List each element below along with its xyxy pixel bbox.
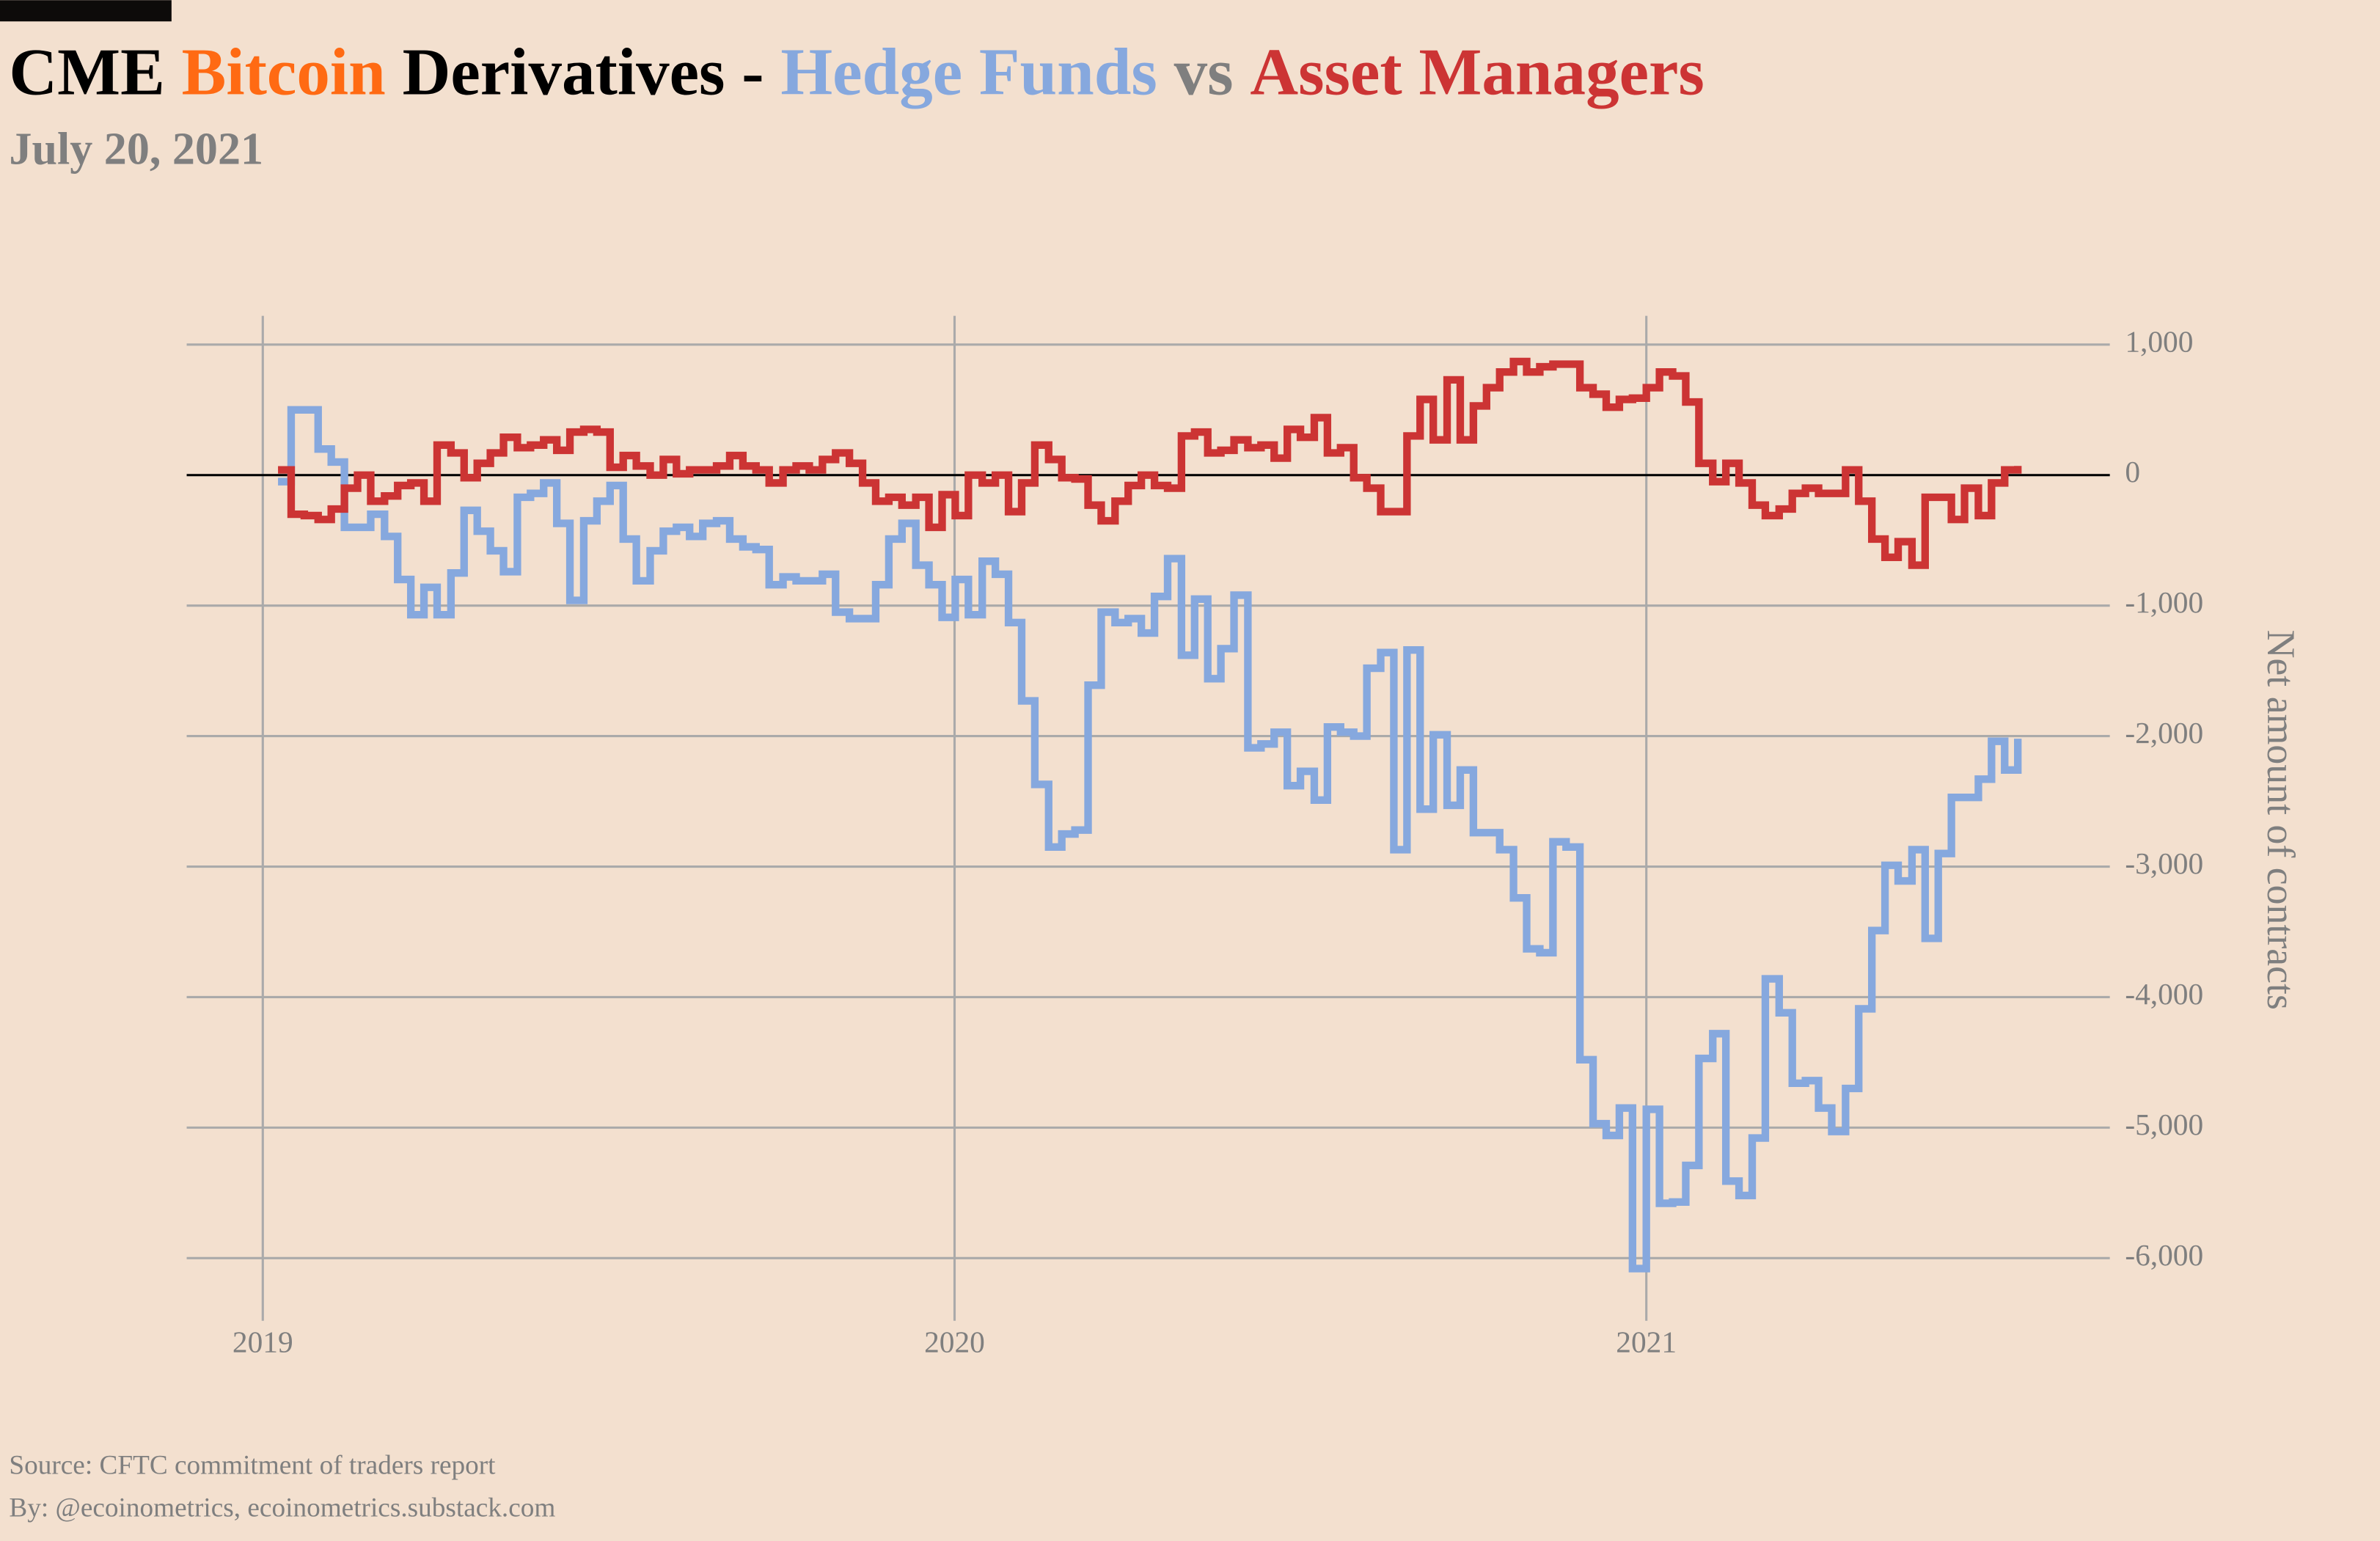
title-series-name: Asset Managers — [1250, 35, 1705, 109]
title-part: CME — [9, 35, 164, 109]
series-line — [278, 406, 2022, 1273]
y-tick-label: 1,000 — [2125, 324, 2193, 358]
title-part: Derivatives - — [403, 35, 764, 109]
x-tick-label: 2019 — [232, 1325, 293, 1358]
title-part: vs — [1174, 35, 1234, 109]
y-tick-label: -3,000 — [2125, 846, 2203, 880]
y-tick-label: -2,000 — [2125, 716, 2203, 750]
plot-area: 1,000 0 -1,000 -2,000 -3,000 -4,000 -5,000 -6,0… — [186, 315, 2203, 1358]
corner-bar — [0, 0, 172, 22]
title-part: Bitcoin — [182, 35, 386, 109]
source-note: Source: CFTC commitment of traders repor… — [9, 1451, 496, 1481]
byline: By: @ecoinometrics, ecoinometrics.substa… — [9, 1493, 555, 1523]
y-tick-label: -5,000 — [2125, 1108, 2203, 1141]
y-axis-label: Net amount of contracts — [2259, 630, 2303, 1010]
y-tick-label: 0 — [2125, 455, 2140, 488]
title-series-name: Hedge Funds — [780, 35, 1157, 109]
chart-title: CME Bitcoin Derivatives - Hedge Funds vs… — [9, 35, 1704, 109]
chart-subtitle: July 20, 2021 — [9, 125, 263, 175]
x-tick-label: 2020 — [924, 1325, 985, 1358]
x-tick-label: 2021 — [1616, 1325, 1677, 1358]
y-tick-label: -4,000 — [2125, 977, 2203, 1011]
y-tick-label: -6,000 — [2125, 1238, 2203, 1272]
series-line — [278, 357, 2022, 569]
y-tick-label: -1,000 — [2125, 585, 2203, 619]
